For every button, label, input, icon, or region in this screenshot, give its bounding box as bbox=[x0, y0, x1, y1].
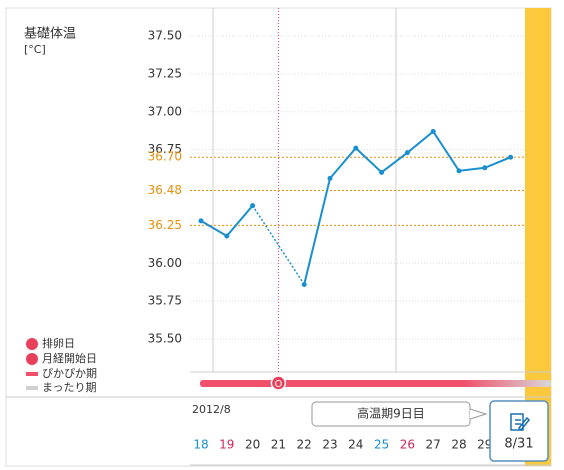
x-tick-label: 18 bbox=[193, 438, 208, 452]
month-label: 2012/8 bbox=[192, 403, 231, 416]
ovulation-symbol: O bbox=[274, 379, 282, 390]
today-badge[interactable]: 8/31 bbox=[489, 400, 549, 462]
badge-box bbox=[489, 400, 549, 462]
point bbox=[482, 165, 488, 171]
legend-label: ぴかぴか期 bbox=[42, 367, 97, 380]
today-column bbox=[525, 8, 551, 466]
legend-icon bbox=[26, 353, 38, 365]
point bbox=[456, 168, 462, 174]
y-tick-label: 35.50 bbox=[148, 332, 182, 346]
x-tick-label: 29 bbox=[477, 438, 492, 452]
x-tick-label: 24 bbox=[348, 438, 363, 452]
ovulation-marker bbox=[270, 375, 287, 391]
point bbox=[508, 154, 514, 160]
point bbox=[301, 281, 307, 287]
y-tick-label: 37.25 bbox=[148, 66, 182, 80]
point bbox=[327, 175, 333, 181]
x-tick-label: 28 bbox=[451, 438, 466, 452]
x-tick-label: 23 bbox=[322, 438, 337, 452]
x-tick-label: 27 bbox=[426, 438, 441, 452]
point bbox=[430, 128, 436, 134]
reference-label: 36.70 bbox=[148, 150, 182, 164]
y-tick-label: 37.50 bbox=[148, 29, 182, 43]
x-tick-label: 22 bbox=[297, 438, 312, 452]
point bbox=[404, 150, 410, 156]
reference-label: 36.48 bbox=[148, 183, 182, 197]
phase-bar bbox=[200, 380, 551, 387]
legend-label: まったり期 bbox=[42, 381, 97, 394]
legend-icon bbox=[26, 338, 38, 350]
y-tick-label: 36.75 bbox=[148, 142, 182, 156]
x-tick-label: 21 bbox=[271, 438, 286, 452]
x-tick-label: 20 bbox=[245, 438, 260, 452]
point bbox=[198, 218, 204, 224]
badge-date: 8/31 bbox=[504, 437, 533, 452]
edit-icon bbox=[510, 413, 531, 432]
x-tick-label: 25 bbox=[374, 438, 389, 452]
y-tick-label: 36.00 bbox=[148, 256, 182, 270]
point bbox=[353, 145, 359, 151]
point bbox=[379, 169, 385, 175]
unit: [°C] bbox=[24, 43, 46, 56]
legend-icon bbox=[26, 386, 38, 390]
tooltip-text: 高温期9日目 bbox=[357, 406, 425, 421]
legend-icon bbox=[26, 372, 38, 376]
chart-title: 基礎体温 bbox=[24, 27, 76, 42]
x-tick-label: 19 bbox=[219, 438, 234, 452]
y-tick-label: 37.00 bbox=[148, 104, 182, 118]
x-tick-label: 26 bbox=[400, 438, 415, 452]
reference-label: 36.25 bbox=[148, 218, 182, 232]
y-tick-label: 35.75 bbox=[148, 294, 182, 308]
legend-label: 月経開始日 bbox=[42, 351, 97, 365]
point bbox=[250, 203, 256, 209]
tooltip: 高温期9日目 bbox=[311, 401, 488, 427]
point bbox=[224, 233, 230, 239]
legend-label: 排卵日 bbox=[42, 336, 75, 350]
